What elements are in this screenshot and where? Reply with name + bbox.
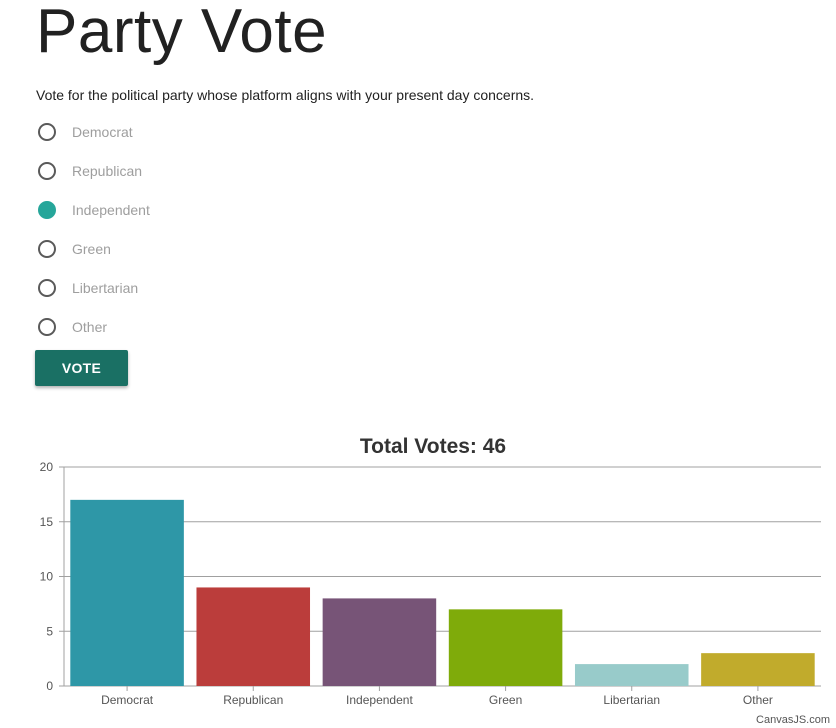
radio-option-democrat[interactable]: Democrat bbox=[36, 118, 286, 146]
radio-label-libertarian: Libertarian bbox=[72, 280, 139, 296]
radio-option-libertarian[interactable]: Libertarian bbox=[36, 274, 286, 302]
canvasjs-credit[interactable]: CanvasJS.com bbox=[756, 714, 830, 726]
radio-option-republican[interactable]: Republican bbox=[36, 157, 286, 185]
y-tick-label: 15 bbox=[40, 515, 54, 529]
radio-option-other[interactable]: Other bbox=[36, 313, 286, 341]
chart-title: Total Votes: 46 bbox=[359, 435, 507, 458]
radio-label-republican: Republican bbox=[72, 163, 143, 179]
bar-libertarian bbox=[574, 664, 689, 686]
y-tick-label: 10 bbox=[40, 570, 54, 584]
bar-chart-svg: 0 5 10 15 20 Democrat Republican Independent Gre… bbox=[40, 460, 821, 707]
radio-label-independent: Independent bbox=[72, 202, 150, 218]
radio-label-democrat: Democrat bbox=[72, 124, 133, 140]
bar-other bbox=[701, 653, 815, 686]
radio-button-libertarian[interactable] bbox=[38, 279, 56, 297]
radio-button-green[interactable] bbox=[38, 240, 56, 258]
x-tick-label: Other bbox=[743, 693, 773, 707]
radio-option-green[interactable]: Green bbox=[36, 235, 286, 263]
y-tick-label: 5 bbox=[46, 624, 53, 638]
radio-option-independent[interactable]: Independent bbox=[36, 196, 286, 224]
vote-chart: 0 5 10 15 20 Democrat Republican Independent Gre… bbox=[0, 425, 836, 728]
intro-text: Vote for the political party whose platf… bbox=[36, 87, 535, 103]
x-tick-label: Green bbox=[489, 693, 522, 707]
radio-label-green: Green bbox=[72, 241, 111, 257]
radio-button-democrat[interactable] bbox=[38, 123, 56, 141]
y-tick-label: 20 bbox=[40, 460, 54, 474]
x-tick-label: Democrat bbox=[101, 693, 154, 707]
bar-democrat bbox=[70, 499, 184, 686]
x-tick-label: Libertarian bbox=[603, 693, 660, 707]
page-title: Party Vote bbox=[36, 0, 328, 66]
radio-label-other: Other bbox=[72, 319, 108, 335]
x-tick-label: Republican bbox=[223, 693, 283, 707]
bar-green bbox=[448, 609, 563, 686]
vote-button[interactable]: VOTE bbox=[35, 350, 128, 386]
radio-button-republican[interactable] bbox=[38, 162, 56, 180]
x-tick-label: Independent bbox=[346, 693, 413, 707]
bar-independent bbox=[322, 598, 437, 686]
bar-republican bbox=[196, 587, 311, 686]
y-tick-label: 0 bbox=[46, 679, 53, 693]
radio-button-other[interactable] bbox=[38, 318, 56, 336]
radio-button-independent[interactable] bbox=[38, 201, 56, 219]
